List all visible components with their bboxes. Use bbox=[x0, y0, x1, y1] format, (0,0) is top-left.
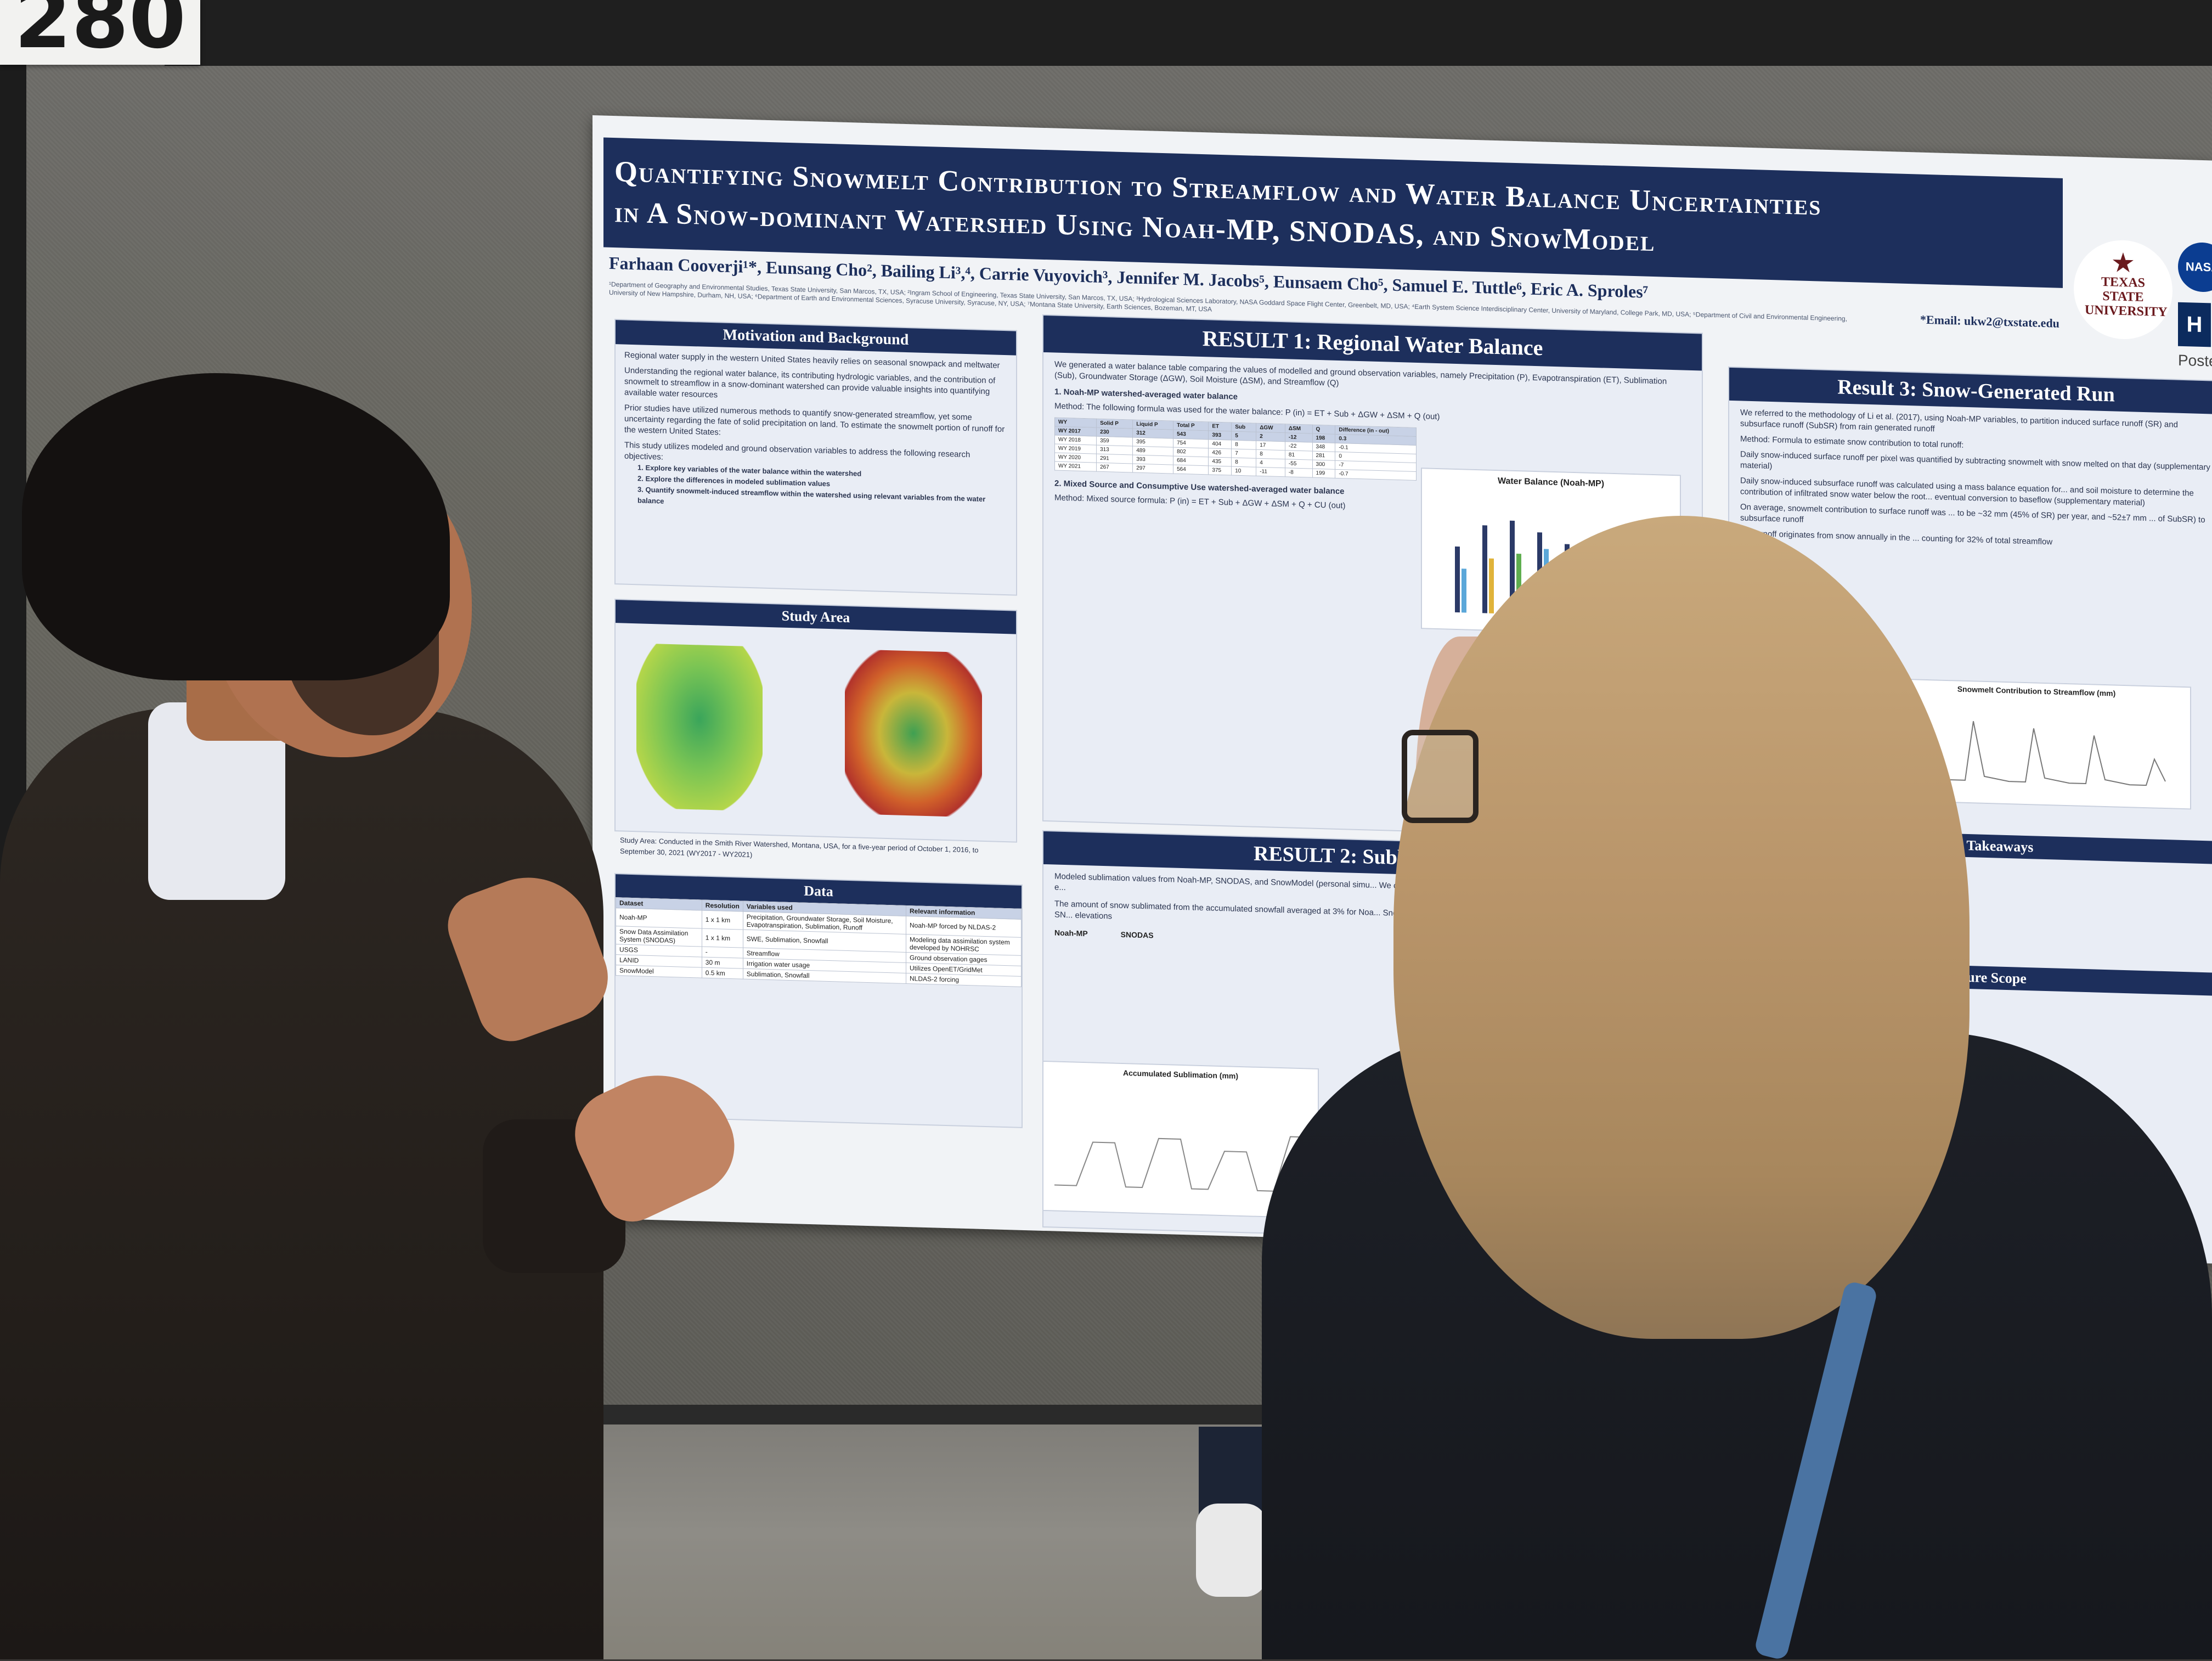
motivation-panel: Motivation and Background Regional water… bbox=[614, 319, 1017, 596]
table-cell: 1 x 1 km bbox=[702, 910, 743, 930]
table-header-cell: Sub bbox=[1231, 423, 1256, 432]
table-cell: 291 bbox=[1096, 454, 1133, 464]
data-col-header: Resolution bbox=[702, 900, 743, 912]
table-header-cell: Total P bbox=[1173, 421, 1209, 431]
table-cell: 17 bbox=[1256, 441, 1285, 451]
table-cell: 10 bbox=[1231, 466, 1256, 476]
table-header-cell: Q bbox=[1312, 425, 1335, 435]
presenter-hair bbox=[22, 373, 450, 680]
noah-mp-label: Noah-MP bbox=[1054, 928, 1088, 938]
table-cell: 375 bbox=[1208, 465, 1232, 476]
visitor-glasses bbox=[1402, 730, 1479, 823]
water-balance-table-body: WY 2017 230 312 543 393 5 2 -12 198 0.3 WY 2018 359… bbox=[1054, 426, 1417, 481]
table-cell: 300 bbox=[1312, 460, 1335, 470]
motivation-bullet: Understanding the regional water balance… bbox=[624, 365, 996, 400]
chart-bar bbox=[1455, 546, 1460, 613]
table-cell: -11 bbox=[1256, 467, 1285, 477]
table-cell: Noah-MP bbox=[616, 908, 702, 929]
table-cell: 8 bbox=[1231, 458, 1256, 468]
table-cell: 81 bbox=[1285, 450, 1313, 460]
table-cell: 404 bbox=[1208, 439, 1232, 449]
table-header-cell: ET bbox=[1208, 421, 1232, 432]
table-cell: - bbox=[702, 947, 743, 959]
table-cell: 348 bbox=[1312, 442, 1335, 452]
sublimation-chart: Accumulated Sublimation (mm) bbox=[1042, 1060, 1319, 1219]
unh-logo: H bbox=[2178, 302, 2211, 347]
table-cell: 2 bbox=[1256, 432, 1285, 442]
table-cell: 230 bbox=[1096, 427, 1133, 438]
table-header-cell: ΔSM bbox=[1285, 424, 1313, 434]
table-cell: 4 bbox=[1256, 458, 1285, 468]
sublimation-series-line bbox=[1054, 1136, 1301, 1192]
table-cell: 7 bbox=[1231, 449, 1256, 459]
study-area-heading: Study Area bbox=[616, 600, 1016, 634]
table-cell: 281 bbox=[1312, 451, 1335, 461]
table-cell: 393 bbox=[1208, 430, 1232, 441]
board-frame-top bbox=[165, 0, 2212, 66]
watershed-landcover-map bbox=[845, 649, 982, 818]
data-table: Dataset Resolution Variables used Releva… bbox=[616, 897, 1022, 987]
table-cell: 1 x 1 km bbox=[702, 928, 743, 948]
sublimation-chart-plot bbox=[1054, 1136, 1301, 1192]
table-cell: 0.5 km bbox=[702, 967, 743, 979]
water-balance-table: WY Solid P Liquid P Total P ET Sub ΔGW Δ… bbox=[1054, 417, 1417, 481]
visitor-hair bbox=[1393, 516, 1970, 1339]
chart-bar bbox=[1462, 568, 1466, 613]
table-cell: 754 bbox=[1173, 438, 1209, 448]
table-cell: Snow Data Assimilation System (SNODAS) bbox=[616, 926, 702, 947]
table-cell: 8 bbox=[1231, 440, 1256, 450]
table-cell: 199 bbox=[1312, 469, 1335, 478]
table-cell: WY 2021 bbox=[1054, 461, 1097, 472]
table-cell: 297 bbox=[1132, 464, 1173, 474]
table-cell: 684 bbox=[1173, 456, 1209, 466]
nasa-logo: NASA bbox=[2178, 241, 2212, 293]
booth-number-sign: 280 bbox=[0, 0, 200, 65]
table-cell: -12 bbox=[1285, 432, 1313, 443]
table-cell: 313 bbox=[1096, 445, 1133, 455]
water-balance-chart-title: Water Balance (Noah-MP) bbox=[1497, 476, 1605, 489]
table-cell: -22 bbox=[1285, 441, 1313, 452]
table-cell: -55 bbox=[1285, 459, 1313, 469]
table-cell: SnowModel bbox=[616, 965, 702, 978]
table-header-cell: ΔGW bbox=[1256, 423, 1285, 433]
chart-bar bbox=[1482, 525, 1487, 613]
table-cell: 543 bbox=[1173, 430, 1209, 440]
table-cell: 435 bbox=[1208, 457, 1232, 467]
star-icon: ★ bbox=[2112, 249, 2134, 277]
table-cell: 198 bbox=[1312, 433, 1335, 443]
background-person-legs bbox=[1199, 1427, 1265, 1514]
table-cell: 359 bbox=[1096, 436, 1133, 447]
table-cell: 5 bbox=[1231, 431, 1256, 441]
table-cell: 267 bbox=[1096, 463, 1133, 473]
table-cell: 30 m bbox=[702, 957, 743, 969]
poster-tag: Poster bbox=[2178, 351, 2212, 370]
table-cell: 564 bbox=[1173, 465, 1209, 475]
snodas-label: SNODAS bbox=[1120, 930, 1154, 940]
texas-state-logo: ★ TEXAS STATE UNIVERSITY bbox=[2074, 239, 2172, 341]
table-cell: 802 bbox=[1173, 447, 1209, 457]
background-person-shoe bbox=[1196, 1504, 1267, 1597]
table-cell: 8 bbox=[1256, 449, 1285, 459]
chart-bar bbox=[1489, 558, 1494, 613]
table-cell: -0.7 bbox=[1335, 469, 1417, 481]
table-cell: -8 bbox=[1285, 468, 1313, 478]
motivation-bullet: Prior studies have utilized numerous met… bbox=[624, 403, 1005, 437]
table-header-cell: Solid P bbox=[1096, 419, 1133, 429]
table-cell: 426 bbox=[1208, 448, 1232, 458]
poster-email: *Email: ukw2@txstate.edu bbox=[1920, 312, 2059, 330]
watershed-elevation-map bbox=[636, 643, 763, 812]
